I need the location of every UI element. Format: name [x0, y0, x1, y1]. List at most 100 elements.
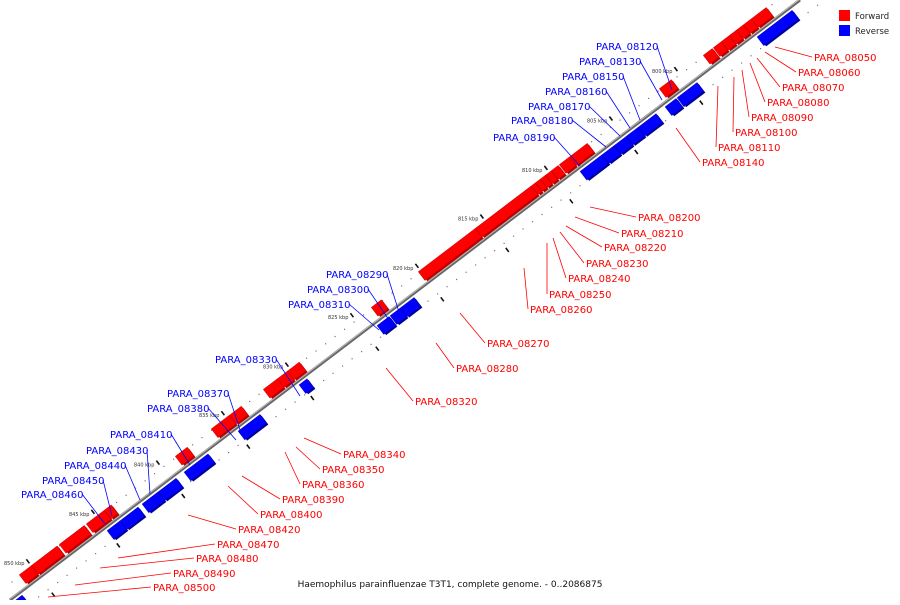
forward-gene: [550, 165, 567, 181]
tick-dot: [144, 480, 146, 482]
gene-label: PARA_08480: [196, 554, 258, 565]
position-mark-label: 815 kbp: [458, 216, 478, 222]
gene-label: PARA_08100: [735, 128, 797, 139]
major-tick: [25, 558, 31, 564]
label-leader: [227, 392, 241, 431]
tick-dot: [66, 574, 68, 576]
gene-label: PARA_08090: [751, 113, 813, 124]
position-mark-label: 805 kbp: [587, 118, 607, 124]
major-tick: [155, 460, 161, 466]
label-leader: [367, 288, 390, 321]
tick-dot: [380, 336, 382, 338]
label-leader: [348, 303, 380, 331]
tick-dot: [665, 120, 667, 122]
forward-gene: [728, 29, 745, 45]
gene-label: PARA_08230: [586, 259, 648, 270]
tick-dot: [57, 581, 59, 584]
tick-dot: [771, 4, 773, 6]
tick-dot: [201, 437, 203, 439]
gene-body: [370, 299, 389, 317]
legend: Forward Reverse: [839, 10, 889, 37]
major-tick: [310, 395, 315, 401]
gene-body: [676, 82, 704, 107]
label-leader: [749, 62, 766, 103]
gene-label: PARA_08420: [238, 525, 300, 536]
tick-dot: [750, 55, 752, 57]
gene-label: PARA_08320: [415, 397, 477, 408]
tick-dot: [95, 553, 97, 555]
legend-reverse-label: Reverse: [855, 27, 889, 37]
tick-dot: [211, 429, 213, 431]
major-tick: [246, 444, 251, 450]
position-mark-label: 810 kbp: [522, 168, 542, 174]
forward-gene: [18, 565, 40, 585]
position-mark-label: 830 kbp: [263, 365, 283, 371]
tick-dot: [363, 314, 365, 316]
tick-dot: [686, 69, 688, 71]
tick-dot: [551, 206, 553, 208]
label-leader: [47, 586, 152, 598]
label-leader: [559, 231, 585, 264]
label-leader: [124, 464, 141, 501]
forward-gene: [417, 228, 484, 282]
gene-label: PARA_08200: [638, 213, 700, 224]
gene-label: PARA_08450: [42, 476, 104, 487]
gene-body: [579, 154, 609, 181]
gene-label: PARA_08330: [215, 355, 277, 366]
tick-dot: [676, 76, 678, 78]
tick-dot: [190, 480, 192, 483]
label-leader: [99, 557, 195, 569]
reverse-gene: [601, 145, 623, 165]
major-tick: [479, 214, 485, 219]
tick-dot: [114, 538, 116, 540]
reverse-gene: [389, 307, 409, 326]
gene-label: PARA_08210: [621, 229, 683, 240]
reverse-gene: [106, 520, 129, 541]
label-leader: [656, 45, 673, 91]
tick-dot: [591, 141, 593, 143]
position-mark-label: 820 kbp: [393, 266, 413, 272]
forward-gene: [568, 143, 596, 167]
major-tick: [608, 116, 614, 121]
major-ticks: 800 kbp 805 kbp 810 kbp 815 kbp 820 kbp 825 k…: [4, 66, 704, 598]
reverse-gene: [141, 491, 167, 514]
label-leader: [146, 449, 151, 495]
legend-forward-swatch: [839, 10, 850, 21]
tick-dot: [325, 343, 327, 345]
label-leader: [435, 342, 455, 369]
forward-gene: [262, 378, 286, 399]
gene-label: PARA_08180: [511, 116, 573, 127]
label-leader: [284, 451, 301, 485]
tick-dot: [619, 119, 621, 121]
tick-dot: [353, 321, 355, 323]
forward-gene: [712, 41, 730, 58]
tick-dot: [410, 278, 412, 280]
tick-dot: [513, 235, 515, 237]
gene-label: PARA_08500: [153, 583, 215, 594]
tick-dot: [218, 459, 220, 461]
gene-body: [18, 565, 39, 584]
label-leader: [207, 407, 237, 441]
gene-label: PARA_08300: [307, 285, 369, 296]
tick-dot: [638, 105, 640, 107]
tick-dot: [342, 365, 344, 367]
tick-dot: [125, 494, 127, 496]
position-mark-label: 845 kbp: [69, 512, 89, 518]
gene-label: PARA_08260: [530, 305, 592, 316]
tick-dot: [657, 90, 659, 92]
tick-dot: [344, 328, 346, 330]
tick-dot: [249, 400, 251, 403]
tick-dot: [285, 408, 287, 410]
tick-dot: [722, 76, 724, 78]
tick-dot: [684, 105, 686, 107]
tick-dot: [59, 545, 61, 547]
gene-label: PARA_08310: [288, 300, 350, 311]
tick-dot: [741, 62, 743, 64]
tick-dot: [712, 84, 714, 86]
position-mark-label: 840 kbp: [134, 463, 154, 469]
gene-label: PARA_08470: [217, 540, 279, 551]
gene-body: [237, 414, 267, 441]
gene-label: PARA_08250: [549, 290, 611, 301]
